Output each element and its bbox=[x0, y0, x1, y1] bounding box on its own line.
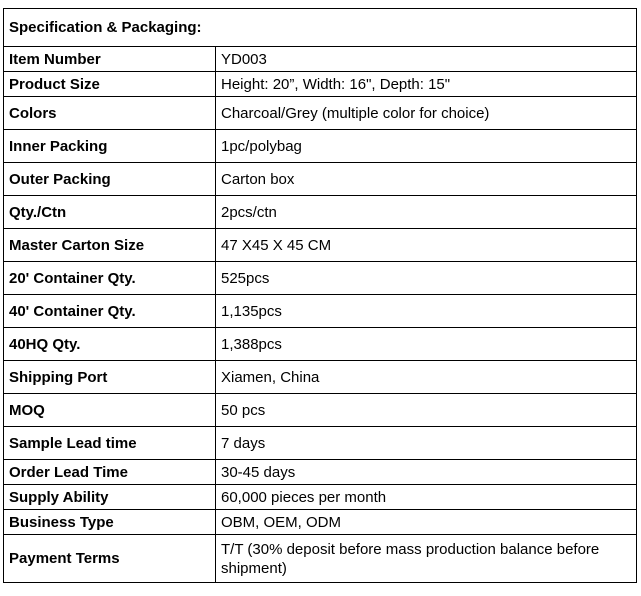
row-value: 1,135pcs bbox=[214, 294, 638, 328]
table-row: Product Size Height: 20”, Width: 16", De… bbox=[3, 71, 638, 97]
row-label: 40' Container Qty. bbox=[3, 294, 216, 328]
table-title: Specification & Packaging: bbox=[2, 8, 638, 47]
table-row: Order Lead Time 30-45 days bbox=[3, 459, 638, 485]
row-label: Order Lead Time bbox=[3, 459, 216, 485]
row-value: 47 X45 X 45 CM bbox=[214, 228, 638, 262]
row-label: 40HQ Qty. bbox=[3, 327, 216, 361]
table-row: MOQ 50 pcs bbox=[3, 393, 638, 427]
table-row: Sample Lead time 7 days bbox=[3, 426, 638, 460]
table-row: 40' Container Qty. 1,135pcs bbox=[3, 294, 638, 328]
row-value: OBM, OEM, ODM bbox=[214, 509, 638, 535]
row-value: 2pcs/ctn bbox=[214, 195, 638, 229]
row-value: T/T (30% deposit before mass production … bbox=[214, 534, 638, 583]
row-label: Business Type bbox=[3, 509, 216, 535]
row-value: 50 pcs bbox=[214, 393, 638, 427]
table-row: Business Type OBM, OEM, ODM bbox=[3, 509, 638, 535]
row-label: Shipping Port bbox=[3, 360, 216, 394]
row-label: Qty./Ctn bbox=[3, 195, 216, 229]
row-label: MOQ bbox=[3, 393, 216, 427]
row-value: 525pcs bbox=[214, 261, 638, 295]
table-row: Qty./Ctn 2pcs/ctn bbox=[3, 195, 638, 229]
row-label: Supply Ability bbox=[3, 484, 216, 510]
table-row: Item Number YD003 bbox=[3, 46, 638, 72]
row-label: Master Carton Size bbox=[3, 228, 216, 262]
row-label: Outer Packing bbox=[3, 162, 216, 196]
row-value: YD003 bbox=[214, 46, 638, 72]
row-value: Xiamen, China bbox=[214, 360, 638, 394]
row-value: 1pc/polybag bbox=[214, 129, 638, 163]
table-row: Master Carton Size 47 X45 X 45 CM bbox=[3, 228, 638, 262]
table-row: Inner Packing 1pc/polybag bbox=[3, 129, 638, 163]
row-value: 30-45 days bbox=[214, 459, 638, 485]
row-value: 7 days bbox=[214, 426, 638, 460]
row-value: Charcoal/Grey (multiple color for choice… bbox=[214, 96, 638, 130]
row-label: Inner Packing bbox=[3, 129, 216, 163]
row-label: Colors bbox=[3, 96, 216, 130]
table-title-row: Specification & Packaging: bbox=[2, 8, 638, 47]
table-row: Supply Ability 60,000 pieces per month bbox=[3, 484, 638, 510]
table-row: 40HQ Qty. 1,388pcs bbox=[3, 327, 638, 361]
row-label: Item Number bbox=[3, 46, 216, 72]
table-row: Colors Charcoal/Grey (multiple color for… bbox=[3, 96, 638, 130]
table-row: 20' Container Qty. 525pcs bbox=[3, 261, 638, 295]
table-row: Payment Terms T/T (30% deposit before ma… bbox=[3, 534, 638, 583]
row-value: Height: 20”, Width: 16", Depth: 15" bbox=[214, 71, 638, 97]
row-label: Sample Lead time bbox=[3, 426, 216, 460]
row-value: 60,000 pieces per month bbox=[214, 484, 638, 510]
table-row: Outer Packing Carton box bbox=[3, 162, 638, 196]
row-value: 1,388pcs bbox=[214, 327, 638, 361]
row-label: 20' Container Qty. bbox=[3, 261, 216, 295]
row-value: Carton box bbox=[214, 162, 638, 196]
row-label: Product Size bbox=[3, 71, 216, 97]
specification-table: Specification & Packaging: Item Number Y… bbox=[2, 8, 638, 583]
table-row: Shipping Port Xiamen, China bbox=[3, 360, 638, 394]
row-label: Payment Terms bbox=[3, 534, 216, 583]
